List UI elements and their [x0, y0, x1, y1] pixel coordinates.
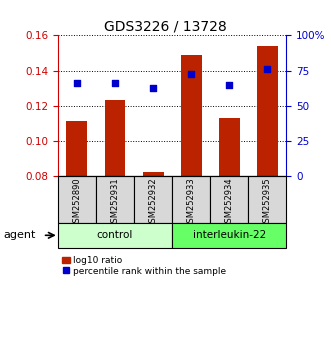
Text: interleukin-22: interleukin-22	[193, 230, 266, 240]
Bar	[219, 118, 240, 176]
Text: GDS3226 / 13728: GDS3226 / 13728	[104, 19, 227, 34]
Bar	[257, 46, 278, 176]
Text: GSM252931: GSM252931	[111, 177, 119, 228]
Point	[188, 71, 194, 77]
Bar	[58, 223, 172, 248]
Bar	[210, 176, 248, 223]
Text: control: control	[97, 230, 133, 240]
Bar	[134, 176, 172, 223]
Bar	[181, 55, 202, 176]
Bar	[58, 176, 96, 223]
Legend: log10 ratio, percentile rank within the sample: log10 ratio, percentile rank within the …	[63, 256, 226, 276]
Text: agent: agent	[3, 230, 36, 240]
Point	[112, 80, 118, 86]
Bar	[143, 172, 164, 176]
Bar	[67, 121, 87, 176]
Text: GSM252932: GSM252932	[149, 177, 158, 228]
Point	[264, 66, 270, 72]
Text: GSM252935: GSM252935	[263, 177, 272, 228]
Bar	[172, 176, 210, 223]
Bar	[105, 101, 125, 176]
Text: GSM252890: GSM252890	[72, 177, 81, 228]
Bar	[96, 176, 134, 223]
Point	[226, 82, 232, 87]
Point	[74, 80, 79, 86]
Text: GSM252933: GSM252933	[187, 177, 196, 228]
Point	[150, 85, 156, 91]
Bar	[248, 176, 286, 223]
Text: GSM252934: GSM252934	[225, 177, 234, 228]
Bar	[172, 223, 286, 248]
